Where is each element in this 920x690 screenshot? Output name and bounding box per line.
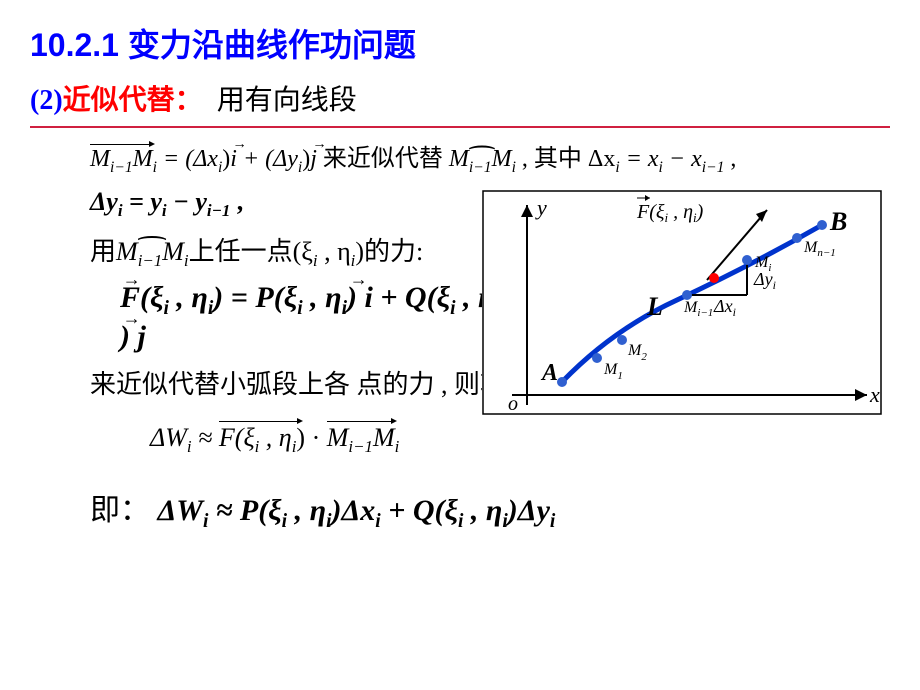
text-line-5: 来近似代替小弧段上各 点的力 , 则功 [90, 364, 510, 401]
origin-label: o [508, 393, 518, 415]
label-F-vector: F(ξi , ηi) [636, 201, 704, 225]
eq-line-1: Mi−1Mi = (Δxi) i + (Δyi) j 来近似代替 Mi−1Mi … [90, 138, 920, 177]
final-equation: 即： ΔWi ≈ P(ξi , ηi)Δxi + Q(ξi , ηi)Δyi [90, 485, 890, 533]
label-dxi: Δxi [713, 296, 736, 319]
eq-line-2: Δyi = yi − yi−1 , [90, 187, 510, 221]
label-M1: M1 [603, 361, 623, 382]
subhead-colon: ： [175, 78, 203, 118]
subhead-term: 近似代替 [63, 78, 175, 118]
curve-figure: x y o A B L M1 M2 [482, 190, 882, 415]
label-B: B [829, 207, 847, 236]
label-A: A [540, 360, 558, 386]
sample-point-dot [709, 273, 719, 283]
subheading-row: (2) 近似代替 ： 用有向线段 [30, 78, 890, 118]
y-axis-label: y [535, 195, 547, 220]
eq-line-3: 用Mi−1Mi上任一点(ξi , ηi)的力: [90, 231, 510, 271]
subhead-number: (2) [30, 85, 63, 117]
section-title: 10.2.1 变力沿曲线作功问题 [30, 20, 890, 66]
delta-w-equation: ΔWi ≈ F(ξi , ηi) · Mi−1Mi [150, 423, 890, 457]
label-Mim1: Mi−1 [683, 299, 713, 319]
divider [30, 126, 890, 128]
label-Mnm1: Mn−1 [803, 239, 836, 259]
label-M2: M2 [627, 342, 647, 363]
label-dyi: Δyi [753, 269, 776, 292]
force-equation: F(ξi , ηi) = P(ξi , ηi) i + Q(ξi , ηi) j [120, 281, 510, 354]
label-L: L [646, 292, 663, 321]
subhead-tail: 用有向线段 [217, 78, 357, 118]
x-axis-label: x [869, 382, 880, 407]
